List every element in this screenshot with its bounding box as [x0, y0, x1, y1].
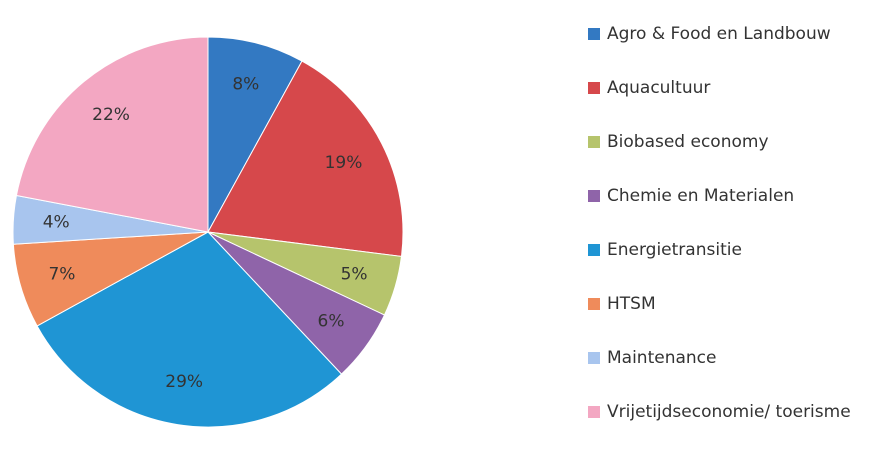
- legend-label: HTSM: [607, 294, 656, 314]
- legend-item: Aquacultuur: [588, 76, 887, 130]
- legend-swatch: [588, 190, 600, 202]
- legend-item: Vrijetijdseconomie/ toerisme: [588, 400, 887, 454]
- pie-slice: [36, 231, 343, 428]
- pie-slice: [207, 36, 303, 233]
- legend-item: Chemie en Materialen: [588, 184, 887, 238]
- legend-swatch: [588, 28, 600, 40]
- pie-slice: [207, 60, 404, 257]
- slice-label: 5%: [341, 264, 368, 284]
- legend-label: Vrijetijdseconomie/ toerisme: [607, 402, 851, 422]
- legend-item: Biobased economy: [588, 130, 887, 184]
- slice-label: 7%: [48, 264, 75, 284]
- legend-label: Maintenance: [607, 348, 717, 368]
- slice-label: 19%: [325, 153, 363, 173]
- slice-label: 4%: [43, 212, 70, 232]
- legend-swatch: [588, 82, 600, 94]
- legend-label: Agro & Food en Landbouw: [607, 24, 831, 44]
- legend: Agro & Food en Landbouw Aquacultuur Biobas…: [588, 22, 887, 454]
- legend-label: Biobased economy: [607, 132, 769, 152]
- legend-label: Chemie en Materialen: [607, 186, 795, 206]
- slice-label: 29%: [165, 372, 203, 392]
- legend-swatch: [588, 352, 600, 364]
- legend-swatch: [588, 244, 600, 256]
- legend-item: HTSM: [588, 292, 887, 346]
- legend-item: Maintenance: [588, 346, 887, 400]
- legend-swatch: [588, 298, 600, 310]
- legend-label: Energietransitie: [607, 240, 742, 260]
- pie-slice: [15, 36, 209, 233]
- slice-label: 22%: [92, 105, 130, 125]
- slice-label: 8%: [232, 75, 259, 95]
- pie-chart: 8% 19% 5% 6% 29% 7% 4% 22%: [12, 36, 404, 428]
- legend-item: Energietransitie: [588, 238, 887, 292]
- legend-label: Aquacultuur: [607, 78, 711, 98]
- legend-swatch: [588, 136, 600, 148]
- legend-item: Agro & Food en Landbouw: [588, 22, 887, 76]
- legend-swatch: [588, 406, 600, 418]
- slice-label: 6%: [318, 311, 345, 331]
